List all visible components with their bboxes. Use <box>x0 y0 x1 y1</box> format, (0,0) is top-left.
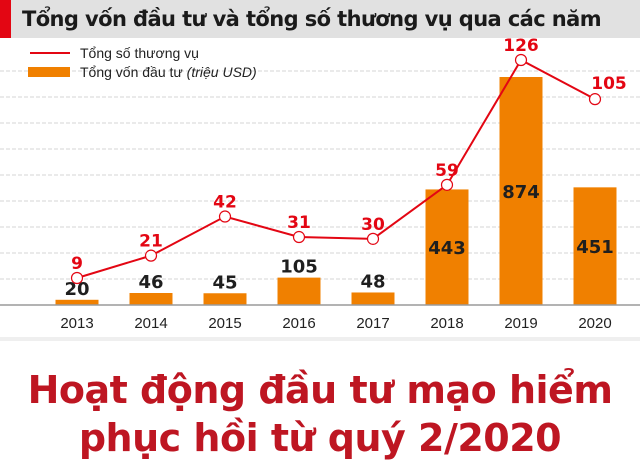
bar-value-label: 48 <box>360 271 385 292</box>
legend-bar-swatch <box>28 67 70 77</box>
line-point-marker <box>70 271 84 285</box>
line-value-label: 9 <box>71 254 83 274</box>
line-value-label: 30 <box>361 215 385 235</box>
bar-2020 <box>573 187 617 305</box>
line-point-marker <box>144 249 158 262</box>
x-tick-label: 2017 <box>356 315 389 332</box>
line-point-marker <box>366 232 380 245</box>
bar-2013 <box>55 299 99 305</box>
gridlines <box>0 70 640 280</box>
bar-value-label: 46 <box>138 272 163 293</box>
line-point-marker <box>218 210 232 223</box>
legend <box>28 52 70 77</box>
headline-line-2: phục hồi từ quý 2/2020 <box>78 416 562 460</box>
line-point-marker <box>514 53 528 67</box>
line-value-label: 105 <box>591 74 627 94</box>
bar-2017 <box>351 292 395 305</box>
headline: Hoạt động đầu tư mạo hiểm phục hồi từ qu… <box>0 366 640 462</box>
x-tick-label: 2014 <box>134 315 167 332</box>
chart-title: Tổng vốn đầu tư và tổng số thương vụ qua… <box>22 7 602 31</box>
bar-value-label: 451 <box>576 237 614 258</box>
title-bar: Tổng vốn đầu tư và tổng số thương vụ qua… <box>0 0 640 38</box>
x-tick-label: 2020 <box>578 315 611 332</box>
x-axis-labels: 2013 2014 2015 2016 2017 2018 2019 2020 <box>60 315 611 332</box>
x-tick-label: 2019 <box>504 315 537 332</box>
bar-value-label: 20 <box>64 279 89 300</box>
x-tick-label: 2015 <box>208 315 241 332</box>
bar-2015 <box>203 293 247 305</box>
line-value-label: 31 <box>287 213 311 233</box>
bar-2018 <box>425 189 469 305</box>
line-value-label: 21 <box>139 232 163 252</box>
bar-value-label: 874 <box>502 182 540 203</box>
x-tick-label: 2013 <box>60 315 93 332</box>
separator <box>0 337 640 341</box>
bar-value-label: 45 <box>212 272 237 293</box>
bar-2016 <box>277 277 321 305</box>
bar-2019 <box>499 77 543 305</box>
legend-bar-label: Tổng vốn đầu tư (triệu USD) <box>80 64 257 80</box>
bar-2014 <box>129 293 173 305</box>
line-value-label: 59 <box>435 161 459 181</box>
line-value-label: 126 <box>503 36 539 56</box>
legend-bar-label-unit: (triệu USD) <box>186 64 257 80</box>
x-tick-label: 2018 <box>430 315 463 332</box>
legend-bar-label-main: Tổng vốn đầu tư <box>80 64 187 80</box>
line-point-marker <box>588 93 602 106</box>
bar-series: 20 46 45 105 48 443 874 451 <box>55 77 617 305</box>
bar-value-label: 105 <box>280 257 318 278</box>
line-series: 9 21 42 31 30 59 126 105 <box>70 36 627 285</box>
headline-line-1: Hoạt động đầu tư mạo hiểm <box>27 368 613 412</box>
deals-line <box>76 58 596 279</box>
title-accent <box>0 0 11 38</box>
bar-value-label: 443 <box>428 238 466 259</box>
line-point-marker <box>292 230 306 244</box>
line-value-label: 42 <box>213 193 237 213</box>
legend-line-label: Tổng số thương vụ <box>80 45 199 61</box>
line-point-marker <box>440 178 454 191</box>
x-tick-label: 2016 <box>282 315 315 332</box>
